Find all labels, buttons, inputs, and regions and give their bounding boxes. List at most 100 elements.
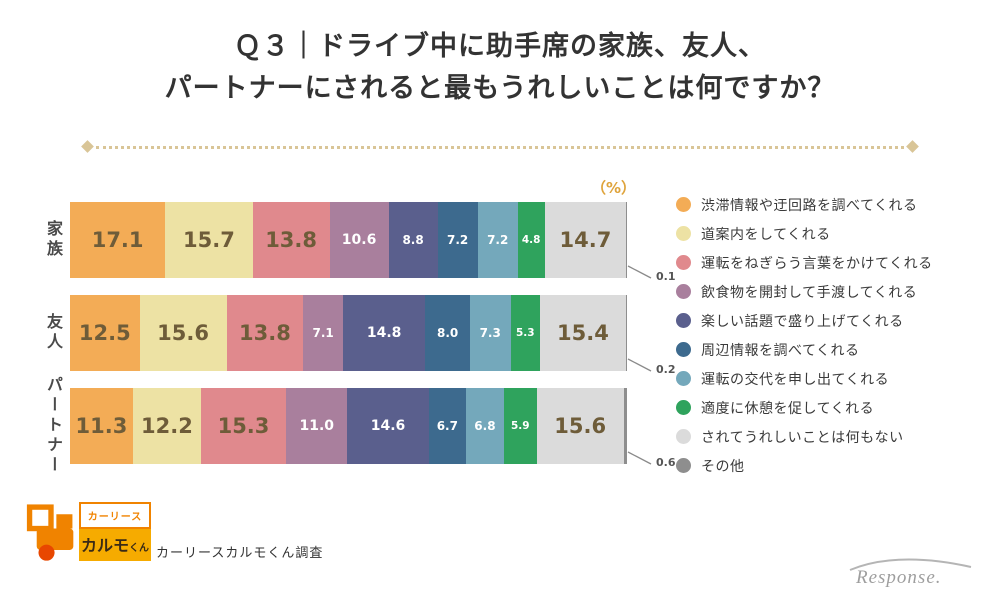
svg-text:Response.: Response.: [855, 567, 942, 588]
brand-box-carlease: カーリース: [79, 502, 151, 529]
bar-segment-10: [626, 202, 627, 278]
other-value-callout: 0.1: [627, 263, 676, 283]
bar-segment-2: 15.7: [165, 202, 253, 278]
bar-segment-4: 11.0: [286, 388, 348, 464]
legend: 渋滞情報や迂回路を調べてくれる 道案内をしてくれる運転をねぎらう言葉をかけてくれる…: [676, 190, 933, 480]
segment-value: 12.2: [141, 414, 193, 438]
title-divider: [96, 146, 904, 149]
legend-color-dot: [676, 226, 691, 241]
brand-karumo-text: カルモ: [80, 536, 129, 555]
legend-item: 飲食物を開封して手渡してくれる: [676, 277, 933, 306]
segment-value: 10.6: [341, 232, 377, 248]
leader-line: [627, 358, 652, 372]
bar-segment-8: 5.3: [510, 295, 541, 371]
bar-segment-5: 8.8: [388, 202, 438, 278]
divider-diamond-left: [81, 140, 94, 153]
bar-segment-2: 15.6: [139, 295, 227, 371]
page-title-line1: Ｑ３｜ドライブ中に助手席の家族、友人、: [234, 31, 766, 62]
legend-label: 道案内をしてくれる: [701, 226, 831, 243]
bar-segment-3: 15.3: [200, 388, 287, 464]
legend-label: 楽しい話題で盛り上げてくれる: [701, 313, 904, 330]
category-label: パートナー: [44, 376, 63, 476]
bar-segment-2: 12.2: [132, 388, 201, 464]
legend-color-dot: [676, 458, 691, 473]
segment-value: 15.6: [157, 321, 209, 345]
other-value-callout: 0.2: [627, 356, 676, 376]
bar-row: 17.1 15.7 13.8 10.6 8.8 7.2 7.2 4.8 14.7 0.1: [70, 202, 676, 282]
bar-segment-9: 15.4: [540, 295, 626, 371]
legend-item: その他: [676, 451, 933, 480]
segment-value: 6.8: [474, 419, 496, 433]
segment-value: 15.4: [557, 321, 609, 345]
segment-value: 6.7: [436, 419, 458, 433]
bar-chart: 家族 友人 パートナー 17.1 15.7 13.8 10.6 8.8 7.2 7.2 4.8 14…: [38, 202, 676, 481]
segment-value: 8.0: [436, 326, 459, 340]
leader-line: [627, 265, 652, 279]
segment-value: 14.7: [559, 228, 612, 252]
leader-line: [627, 451, 652, 465]
bar-segment-10: [623, 388, 627, 464]
bar-segment-7: 6.8: [466, 388, 504, 464]
segment-value: 7.3: [479, 326, 501, 340]
other-value: 0.6: [656, 456, 676, 469]
bar-segment-6: 6.7: [428, 388, 466, 464]
segment-value: 14.6: [370, 418, 406, 434]
legend-item: 適度に休憩を促してくれる: [676, 393, 933, 422]
segment-value: 12.5: [78, 321, 131, 345]
bar-segment-5: 14.8: [342, 295, 426, 371]
segment-value: 5.9: [511, 420, 530, 432]
legend-color-dot: [676, 197, 691, 212]
legend-label: 適度に休憩を促してくれる: [701, 400, 875, 417]
page-title-line2: パートナーにされると最もうれしいことは何ですか？: [164, 72, 836, 104]
bar-row: 11.3 12.2 15.3 11.0 14.6 6.7 6.8 5.9 15.6 0.6: [70, 388, 676, 468]
other-value-callout: 0.6: [627, 449, 676, 469]
legend-item: されてうれしいことは何もない: [676, 422, 933, 451]
legend-label: その他: [701, 458, 745, 475]
legend-item: 運転をねぎらう言葉をかけてくれる: [676, 248, 933, 277]
bar-segment-6: 8.0: [425, 295, 470, 371]
bar-segment-7: 7.2: [477, 202, 518, 278]
legend-item: 楽しい話題で盛り上げてくれる: [676, 306, 933, 335]
segment-value: 15.3: [217, 414, 270, 438]
category-labels: 家族 友人 パートナー: [38, 202, 68, 481]
karumo-truck-icon: [26, 504, 74, 561]
legend-color-dot: [676, 313, 691, 328]
bar-segment-3: 13.8: [226, 295, 304, 371]
segment-value: 14.8: [366, 325, 402, 341]
legend-label: 飲食物を開封して手渡してくれる: [701, 284, 918, 301]
bar-segment-9: 15.6: [536, 388, 624, 464]
legend-label: 周辺情報を調べてくれる: [701, 342, 860, 359]
brand-logo: カーリース カルモくん: [26, 502, 151, 564]
response-logo: Response.: [849, 558, 972, 588]
unit-label: （%）: [590, 179, 636, 197]
segment-value: 15.6: [554, 414, 607, 438]
bars-area: 17.1 15.7 13.8 10.6 8.8 7.2 7.2 4.8 14.7 0.1 12.5 1…: [70, 202, 676, 481]
other-value: 0.1: [656, 270, 676, 283]
segment-value: 5.3: [516, 327, 535, 339]
legend-label: 運転をねぎらう言葉をかけてくれる: [701, 255, 933, 272]
segment-value: 11.0: [299, 418, 335, 434]
bar-segment-1: 12.5: [70, 295, 140, 371]
segment-value: 11.3: [75, 414, 128, 438]
source-text: カーリースカルモくん調査: [156, 546, 324, 561]
bar-segment-8: 4.8: [517, 202, 545, 278]
bar-segment-5: 14.6: [347, 388, 429, 464]
other-value: 0.2: [656, 363, 676, 376]
brand-boxes: カーリース カルモくん: [79, 502, 151, 561]
legend-label: 渋滞情報や迂回路を調べてくれる: [701, 197, 918, 214]
bar-segment-10: [625, 295, 627, 371]
segment-value: 7.2: [446, 233, 469, 247]
segment-value: 13.8: [265, 228, 318, 252]
bar-segment-1: 11.3: [70, 388, 133, 464]
bar-segment-4: 10.6: [329, 202, 389, 278]
legend-item: 道案内をしてくれる: [676, 219, 933, 248]
segment-value: 15.7: [183, 228, 235, 252]
legend-color-dot: [676, 342, 691, 357]
legend-item: 渋滞情報や迂回路を調べてくれる: [676, 190, 933, 219]
legend-color-dot: [676, 429, 691, 444]
segment-value: 7.2: [487, 233, 509, 247]
bar-segment-3: 13.8: [252, 202, 330, 278]
category-label: 家族: [44, 220, 63, 260]
bar-segment-1: 17.1: [70, 202, 166, 278]
brand-box-karumo: カルモくん: [79, 529, 151, 561]
